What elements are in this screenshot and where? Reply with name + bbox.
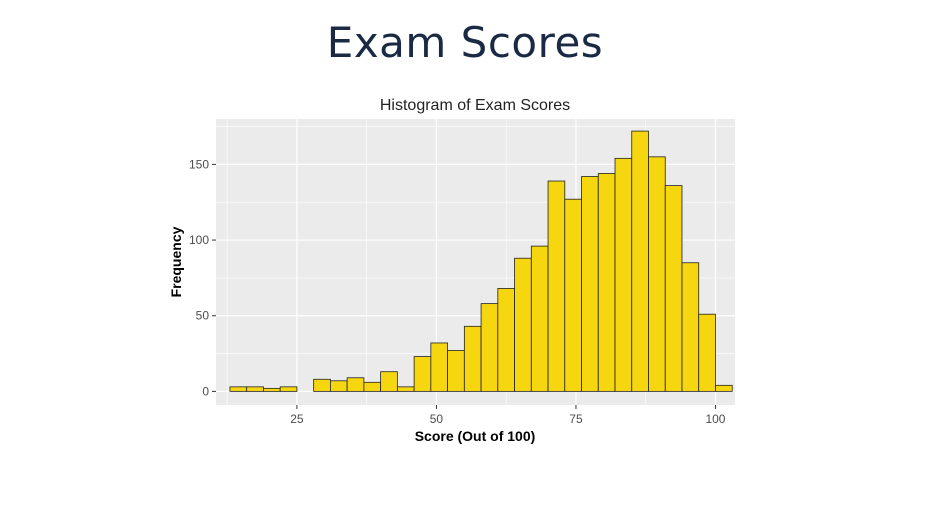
x-tick-label: 25 [290,412,304,426]
y-axis-ticks: 0 50 100 150 [189,157,216,398]
histogram-bar [547,180,566,392]
histogram-bar [581,176,599,392]
histogram-bar [396,386,415,392]
histogram-bar [447,350,465,392]
x-tick-label: 100 [705,412,725,426]
y-tick-label: 100 [189,233,209,247]
histogram-bar [279,386,298,392]
histogram-bar [380,371,398,392]
histogram-bar [480,303,499,392]
histogram-bar [313,378,331,392]
histogram-bar [330,380,348,392]
histogram-bar [698,313,716,392]
histogram-bar [530,245,549,392]
histogram-bar [497,288,515,392]
histogram-bar [631,130,649,392]
y-tick-label: 50 [196,309,210,323]
histogram-bar [363,381,382,392]
chart-title: Histogram of Exam Scores [380,97,570,114]
histogram-bar [463,325,482,392]
y-tick-label: 0 [202,384,209,398]
histogram-bars [229,130,733,392]
y-axis-label: Frequency [168,226,184,297]
x-tick-label: 50 [430,412,444,426]
histogram-bar [664,185,683,392]
histogram-bar [681,262,700,392]
histogram-bar [648,156,666,392]
x-axis-ticks: 25 50 75 100 [290,405,726,426]
histogram-bar [246,386,264,392]
histogram-bar [413,356,432,392]
histogram-bar [263,387,281,392]
histogram-bar [229,386,248,392]
x-tick-label: 75 [569,412,583,426]
x-axis-label: Score (Out of 100) [415,428,536,444]
y-tick-label: 150 [189,157,209,171]
histogram-bar [514,257,532,392]
histogram-bar [614,157,633,392]
histogram-bar [430,342,448,392]
histogram-bar [715,384,733,392]
histogram-bar [597,173,616,392]
slide-title: Exam Scores [326,18,604,67]
histogram-bar [346,377,365,392]
histogram-bar [564,198,582,392]
